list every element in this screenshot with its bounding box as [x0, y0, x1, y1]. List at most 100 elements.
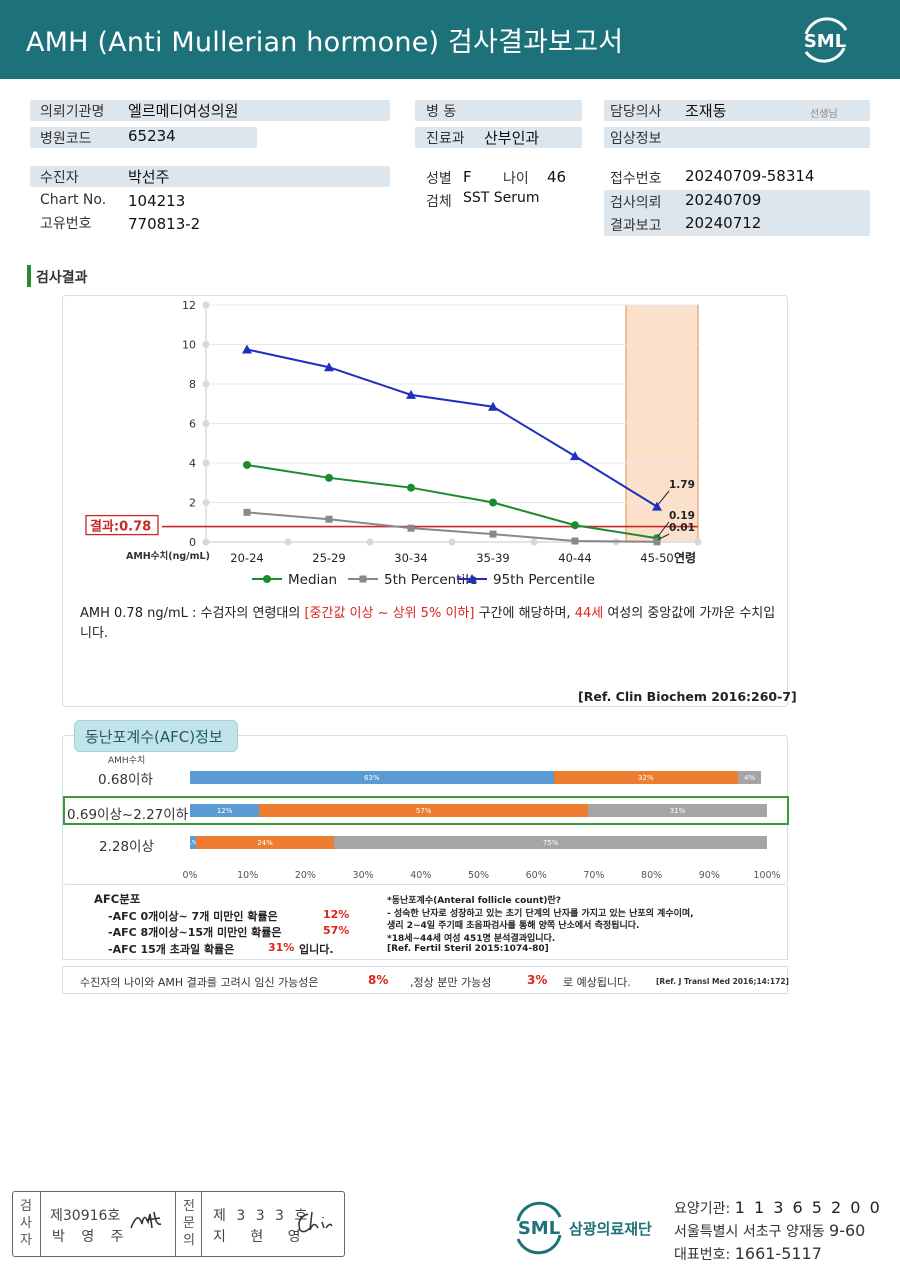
afc-axis-tick: 20%: [294, 870, 316, 881]
legend-label: Median: [288, 572, 337, 588]
p95-point: [488, 401, 498, 411]
x-tick-dot: [284, 538, 292, 546]
afc-axis-tick: 50%: [467, 870, 490, 881]
afc-bar-row-2: 12% 57% 31%: [190, 804, 767, 817]
legend-label: 5th Percentile: [384, 572, 477, 588]
doctor-suffix: 선생님: [810, 109, 838, 120]
y-tick-label: 8: [189, 378, 196, 391]
inspector-number: 제30916호: [50, 1208, 121, 1224]
afc-axis-tick: 80%: [641, 870, 663, 881]
afc-row-label-2: 0.69이상~2.27이하: [67, 807, 189, 823]
footer-phone-label: 대표번호:: [674, 1247, 731, 1263]
legend-label: 95th Percentile: [493, 572, 595, 588]
clinical-label: 임상정보: [610, 131, 662, 147]
pregnancy-text-2: ,정상 분만 가능성: [410, 976, 492, 989]
institution-value: 엘르메디여성의원: [128, 102, 239, 120]
ward-label: 병 동: [426, 104, 457, 120]
patient-label: 수진자: [40, 170, 79, 186]
footer-address: 서울특별시 서초구 양재동 9-60: [674, 1221, 865, 1241]
patient-row: [30, 166, 390, 187]
footer-code-value: 1 1 3 6 5 2 0 0: [734, 1198, 882, 1217]
median-point: [571, 521, 579, 530]
x-tick-label: 40-44: [558, 551, 591, 565]
p95-point: [324, 362, 334, 372]
x-axis-title: 연령: [674, 550, 696, 565]
data-label-leader: [657, 521, 670, 537]
sign-divider-1: [40, 1191, 41, 1257]
legend-marker: [263, 575, 271, 583]
id-label: 고유번호: [40, 216, 92, 232]
logo-text: SML: [804, 31, 846, 52]
y-tick-label: 6: [189, 418, 196, 431]
id-value: 770813-2: [128, 215, 201, 233]
afc-segment: 75%: [334, 836, 767, 849]
y-tick-label: 0: [189, 536, 196, 549]
afc-dist-line-2: -AFC 8개이상~15개 미만인 확률은: [108, 926, 282, 939]
summary-age: 44세: [574, 606, 604, 621]
institution-label: 의뢰기관명: [40, 104, 105, 120]
p5-point: [407, 524, 415, 532]
result-label: 결과:0.78: [90, 519, 151, 535]
footer-code-label: 요양기관:: [674, 1201, 731, 1217]
doctor-label: 담당의사: [610, 104, 662, 120]
sign-divider-3: [201, 1191, 202, 1257]
afc-axis-tick: 40%: [410, 870, 432, 881]
data-label: 1.79: [669, 479, 695, 491]
y-tick-label: 2: [189, 497, 196, 510]
afc-dist-pct-2: 57%: [323, 924, 350, 937]
sex-value: F: [463, 168, 472, 186]
hospital-code-label: 병원코드: [40, 131, 92, 147]
department-value: 산부인과: [484, 129, 540, 147]
afc-segment: 24%: [195, 836, 335, 849]
x-tick-label: 45-50: [640, 551, 673, 565]
afc-dist-tail-3: 입니다.: [299, 943, 334, 956]
dates-box: [604, 190, 870, 236]
afc-segment: 4%: [738, 771, 762, 784]
y-axis-title: AMH수치(ng/mL): [126, 550, 210, 562]
afc-def-line-5: [Ref. Fertil Steril 2015:1074-80]: [387, 944, 549, 954]
section-marker: [27, 265, 31, 287]
x-tick-label: 25-29: [312, 551, 345, 565]
afc-row-label-1: 0.68이하: [98, 772, 153, 788]
median-point: [243, 460, 251, 469]
data-label-leader: [657, 533, 670, 541]
pregnancy-pct-2: 3%: [527, 973, 548, 987]
sign-divider-2: [175, 1191, 176, 1257]
afc-axis-tick: 90%: [698, 870, 720, 881]
x-tick-dot: [202, 538, 210, 546]
series-line-median: [246, 463, 658, 540]
amh-line-chart: 0 2 4 6 8 10 12 20-24 25-29 30-34 35-39 40-44 45-50 연…: [85, 299, 702, 588]
footer-address-label: 서울특별시 서초구 양재동: [674, 1224, 825, 1240]
afc-def-line-4: *18세~44세 여성 451명 분석결과입니다.: [387, 934, 556, 944]
x-tick-label: 35-39: [476, 551, 509, 565]
footer-sml-logo-icon: SML: [516, 1201, 562, 1255]
afc-bar-row-1: 63% 32% 4%: [190, 771, 767, 784]
afc-axis-tick: 100%: [753, 870, 781, 881]
specialist-signature-icon: [298, 1211, 333, 1233]
x-tick-label: 20-24: [230, 551, 263, 565]
legend-marker: [359, 575, 367, 583]
sex-label: 성별: [426, 171, 452, 187]
afc-axis-tick: 0%: [182, 870, 198, 881]
afc-amh-label: AMH수치: [108, 756, 146, 766]
age-value: 46: [547, 168, 567, 186]
footer-code: 요양기관: 1 1 3 6 5 2 0 0: [674, 1198, 882, 1218]
x-tick-dot: [366, 538, 374, 546]
x-tick-label: 30-34: [394, 551, 427, 565]
inspector-name: 박 영 주: [52, 1229, 130, 1245]
afc-dist-line-1: -AFC 0개이상~ 7개 미만인 확률은: [108, 910, 278, 923]
specimen-label: 검체: [426, 194, 452, 210]
receipt-label: 접수번호: [610, 171, 662, 187]
summary-text-1: AMH 0.78 ng/mL : 수검자의 연령대의: [80, 606, 305, 621]
afc-segment: 12%: [190, 804, 260, 817]
afc-segment: 32%: [553, 771, 739, 784]
summary-range: [중간값 이상 ~ 상위 5% 이하]: [304, 606, 475, 621]
afc-axis-tick: 70%: [583, 870, 605, 881]
y-tick-label: 12: [182, 299, 196, 312]
x-tick-dot: [694, 538, 702, 546]
afc-axis-tick: 10%: [237, 870, 259, 881]
clinical-row: [604, 127, 870, 148]
hospital-code-value: 65234: [128, 127, 176, 145]
